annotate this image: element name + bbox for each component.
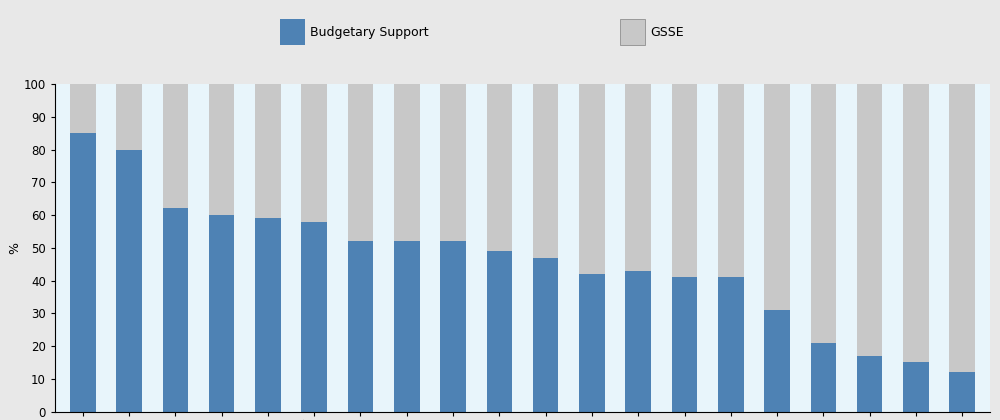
Bar [857, 84, 882, 356]
Bar [163, 208, 188, 412]
Bar [620, 19, 645, 45]
Bar [533, 84, 558, 257]
Text: GSSE: GSSE [650, 26, 684, 39]
Bar [301, 84, 327, 222]
Bar [672, 277, 697, 412]
Bar [440, 84, 466, 241]
Bar [811, 84, 836, 343]
Bar [857, 356, 882, 412]
Bar [487, 84, 512, 251]
Bar [70, 133, 96, 412]
Bar [579, 274, 605, 412]
Text: Budgetary Support: Budgetary Support [310, 26, 429, 39]
Bar [579, 84, 605, 274]
Bar [116, 84, 142, 150]
Y-axis label: %: % [8, 242, 21, 254]
Bar [280, 19, 305, 45]
Bar [625, 84, 651, 271]
Bar [949, 372, 975, 412]
Bar [255, 218, 281, 412]
Bar [163, 84, 188, 208]
Bar [255, 84, 281, 218]
Bar [672, 84, 697, 277]
Bar [625, 271, 651, 412]
Bar [903, 84, 929, 362]
Bar [764, 310, 790, 412]
Bar [301, 222, 327, 412]
Bar [718, 277, 744, 412]
Bar [116, 150, 142, 412]
Bar [487, 251, 512, 412]
Bar [811, 343, 836, 412]
Bar [949, 84, 975, 372]
Bar [394, 241, 420, 412]
Bar [718, 84, 744, 277]
Bar [70, 84, 96, 133]
Bar [348, 84, 373, 241]
Bar [209, 84, 234, 215]
Bar [348, 241, 373, 412]
Bar [764, 84, 790, 310]
Bar [440, 241, 466, 412]
Bar [394, 84, 420, 241]
Bar [903, 362, 929, 412]
Bar [533, 257, 558, 412]
Bar [209, 215, 234, 412]
